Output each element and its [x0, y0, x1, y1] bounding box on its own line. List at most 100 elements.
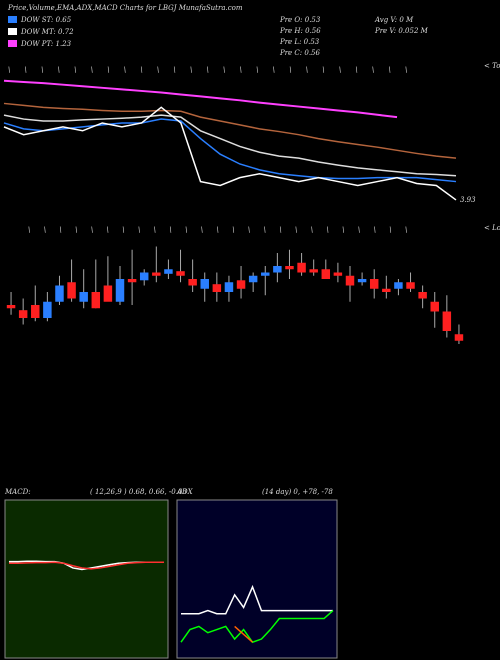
arrow: \	[355, 66, 357, 74]
arrow: \	[185, 226, 187, 234]
arrow: \	[25, 66, 27, 74]
arrow: \	[295, 226, 297, 234]
arrow: \	[154, 226, 156, 234]
candle-body	[176, 271, 185, 276]
panel-subtitle: (14 day) 0, +78, -78	[262, 488, 333, 496]
arrow: \	[74, 66, 76, 74]
candle-body	[55, 285, 64, 302]
candle-body	[382, 288, 391, 292]
candle-body	[333, 272, 343, 276]
candle-body	[394, 282, 403, 289]
candle-body	[248, 275, 258, 283]
panel-title: ADX	[176, 488, 194, 496]
candle-body	[369, 279, 379, 289]
arrow: \	[8, 66, 10, 74]
candle-body	[345, 275, 355, 286]
candle-body	[442, 311, 452, 331]
arrow: \	[388, 66, 390, 74]
series-line	[3, 102, 457, 159]
arrow: \	[405, 226, 407, 234]
arrow: \	[41, 66, 43, 74]
candle-body	[297, 262, 306, 273]
series-line	[3, 114, 457, 177]
arrow: \	[190, 66, 192, 74]
arrow: \	[264, 226, 266, 234]
candle-body	[309, 269, 318, 273]
annotation: < Tops	[484, 62, 500, 70]
legend-swatch	[8, 40, 17, 47]
candle-body	[139, 272, 149, 281]
candle-body	[43, 301, 52, 318]
series-line	[181, 584, 333, 615]
arrow: \	[91, 66, 93, 74]
legend-label: DOW MT: 0.72	[20, 28, 74, 36]
candle-body	[152, 272, 161, 276]
arrow: \	[217, 226, 219, 234]
candle-body	[357, 279, 367, 283]
arrow: \	[372, 66, 374, 74]
arrow: \	[339, 66, 341, 74]
series-line	[9, 561, 164, 570]
candle-body	[31, 305, 40, 318]
candle-body	[200, 279, 209, 289]
arrow: \	[358, 226, 360, 234]
annotation: < Lows	[484, 224, 500, 232]
candle-body	[6, 305, 16, 309]
arrow: \	[124, 66, 126, 74]
series-line	[180, 610, 334, 644]
arrow: \	[173, 66, 175, 74]
series-line	[234, 625, 254, 643]
arrow: \	[311, 226, 313, 234]
candle-body	[103, 285, 113, 302]
arrow: \	[240, 66, 242, 74]
arrow: \	[232, 226, 234, 234]
series-line	[3, 118, 457, 183]
arrow: \	[58, 66, 60, 74]
title: Price,Volume,EMA,ADX,MACD Charts for LBG…	[7, 4, 243, 12]
candle-body	[79, 292, 88, 302]
candle-body	[418, 292, 427, 299]
legend-label: DOW PT: 1.23	[20, 40, 72, 48]
candle-body	[321, 269, 331, 279]
stat: Pre L: 0.53	[279, 38, 320, 46]
candle-body	[406, 282, 415, 289]
candle-body	[212, 284, 222, 292]
candle-body	[164, 269, 173, 274]
arrow: \	[306, 66, 308, 74]
stat: Avg V: 0 M	[374, 16, 414, 24]
arrow: \	[107, 66, 109, 74]
stat: Pre O: 0.53	[279, 16, 321, 24]
arrow: \	[326, 226, 328, 234]
candle-body	[91, 292, 101, 309]
candle-body	[224, 282, 234, 292]
candle-body	[261, 272, 270, 276]
arrow: \	[140, 66, 142, 74]
panel-title: MACD:	[4, 488, 31, 496]
arrow: \	[374, 226, 376, 234]
candle-body	[67, 282, 76, 299]
arrow: \	[279, 226, 281, 234]
legend-swatch	[8, 16, 17, 23]
arrow: \	[405, 66, 407, 74]
candle-body	[18, 310, 28, 318]
panel	[4, 499, 169, 659]
candle-body	[127, 279, 137, 283]
candle-body	[188, 279, 197, 286]
arrow: \	[389, 226, 391, 234]
arrow: \	[289, 66, 291, 74]
panel-subtitle: ( 12,26,9 ) 0.68, 0.66, -0.03	[90, 488, 187, 496]
arrow: \	[223, 66, 225, 74]
stat: Pre C: 0.56	[279, 49, 320, 57]
candle-body	[115, 279, 125, 302]
last-price: 3.93	[460, 196, 476, 204]
candle-body	[273, 266, 282, 273]
series-line	[3, 106, 457, 201]
arrow: \	[256, 66, 258, 74]
arrow: \	[342, 226, 344, 234]
legend-label: DOW ST: 0.65	[20, 16, 72, 24]
candle-body	[454, 334, 464, 341]
arrow: \	[107, 226, 109, 234]
stat: Pre H: 0.56	[279, 27, 321, 35]
